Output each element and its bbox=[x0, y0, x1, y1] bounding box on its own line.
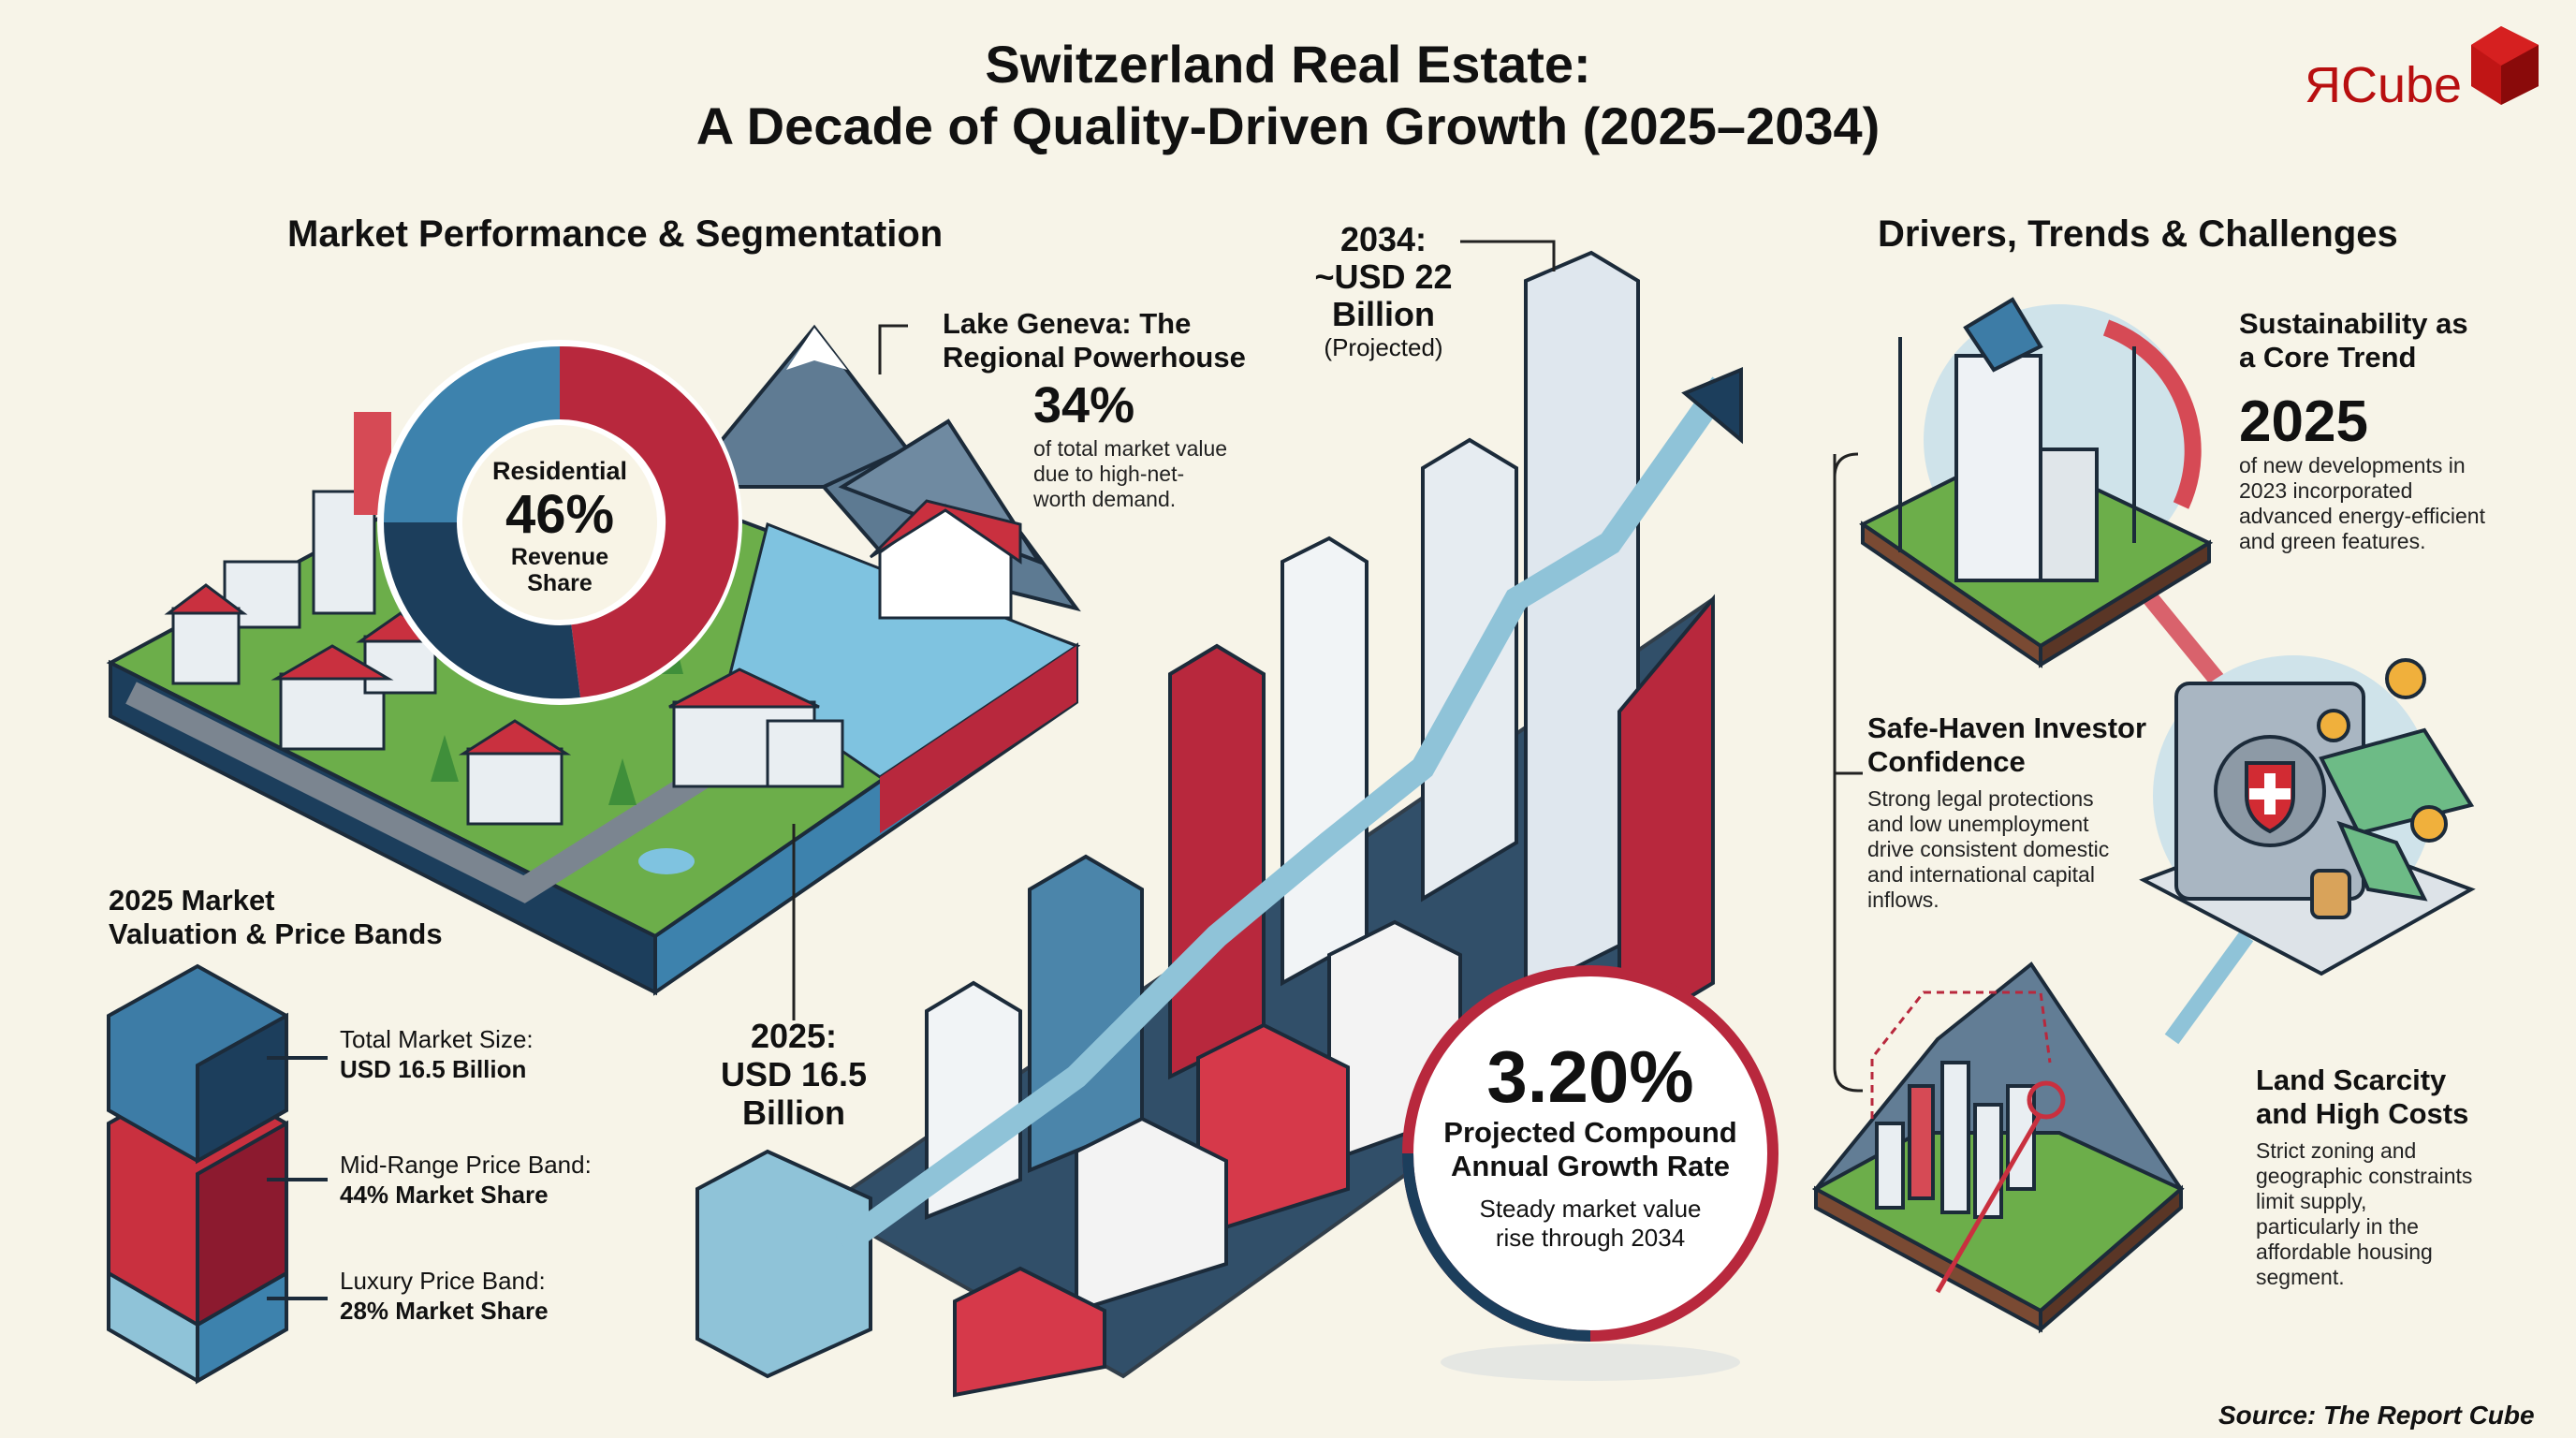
land-title-2: and High Costs bbox=[2256, 1097, 2469, 1130]
cagr-text: 3.20% Projected Compound Annual Growth R… bbox=[1427, 1037, 1754, 1253]
cagr-note-1: Steady market value bbox=[1479, 1195, 1702, 1223]
residential-share-donut bbox=[354, 340, 742, 705]
land-title-1: Land Scarcity bbox=[2256, 1064, 2447, 1096]
land-desc-5: affordable housing bbox=[2256, 1240, 2433, 1264]
sustainability-value: 2025 bbox=[2239, 389, 2368, 454]
start-value-callout: 2025: USD 16.5 Billion bbox=[691, 1017, 897, 1132]
land-desc-4: particularly in the bbox=[2256, 1214, 2419, 1239]
growth-city-illustration bbox=[695, 250, 1743, 1398]
sustainability-desc-3: advanced energy-efficient bbox=[2239, 504, 2485, 528]
safe-haven-desc-5: inflows. bbox=[1867, 888, 1939, 912]
safe-haven-desc-4: and international capital bbox=[1867, 862, 2095, 887]
end-value-callout: 2034: ~USD 22 Billion (Projected) bbox=[1281, 221, 1486, 362]
band-luxury: Luxury Price Band: 28% Market Share bbox=[340, 1266, 549, 1326]
land-scarcity-card: Land Scarcity and High Costs Strict zoni… bbox=[2256, 1064, 2472, 1290]
logo: ЯCube bbox=[2305, 57, 2463, 113]
band-total-label: Total Market Size: bbox=[340, 1025, 534, 1053]
safe-haven-title-1: Safe-Haven Investor bbox=[1867, 712, 2147, 744]
donut-label-bottom-1: Revenue bbox=[510, 544, 609, 570]
source-note: Source: The Report Cube bbox=[2218, 1401, 2535, 1430]
donut-segment-blue bbox=[384, 346, 560, 522]
cagr-note-2: rise through 2034 bbox=[1495, 1224, 1686, 1252]
band-total: Total Market Size: USD 16.5 Billion bbox=[340, 1024, 534, 1084]
price-band-cubes bbox=[107, 963, 328, 1385]
safe-vault-illustration bbox=[2139, 655, 2476, 976]
donut-segment-navy bbox=[383, 522, 580, 699]
lake-geneva-title-2: Regional Powerhouse bbox=[943, 341, 1246, 374]
safe-haven-desc-3: drive consistent domestic bbox=[1867, 837, 2110, 861]
green-building-illustration bbox=[1859, 297, 2214, 668]
cagr-label-1: Projected Compound bbox=[1443, 1116, 1737, 1149]
start-line-1: 2025: bbox=[750, 1017, 838, 1055]
lake-geneva-desc-1: of total market value bbox=[1033, 436, 1228, 461]
title-line-2: A Decade of Quality-Driven Growth (2025–… bbox=[695, 96, 1881, 155]
donut-label-bottom-2: Share bbox=[527, 570, 593, 596]
land-desc-6: segment. bbox=[2256, 1265, 2345, 1289]
donut-segment-red bbox=[560, 345, 739, 697]
lake-geneva-value: 34% bbox=[1033, 377, 1135, 433]
lake-geneva-desc-2: due to high-net- bbox=[1033, 462, 1185, 486]
sustainability-title-2: a Core Trend bbox=[2239, 341, 2417, 374]
cagr-value: 3.20% bbox=[1486, 1035, 1694, 1118]
start-line-2: USD 16.5 bbox=[720, 1055, 868, 1093]
sustainability-desc-2: 2023 incorporated bbox=[2239, 478, 2413, 503]
valuation-title-2: Valuation & Price Bands bbox=[109, 917, 443, 950]
start-line-3: Billion bbox=[742, 1093, 845, 1132]
valuation-title: 2025 Market Valuation & Price Bands bbox=[109, 884, 443, 951]
lake-geneva-title-1: Lake Geneva: The bbox=[943, 307, 1192, 340]
page-title: Switzerland Real Estate: A Decade of Qua… bbox=[0, 34, 2576, 157]
cagr-label-2: Annual Growth Rate bbox=[1451, 1150, 1730, 1182]
cagr-badge bbox=[1402, 965, 1778, 1381]
lake-geneva-callout: Lake Geneva: The Regional Powerhouse 34%… bbox=[943, 307, 1246, 512]
safe-haven-desc-1: Strong legal protections bbox=[1867, 786, 2094, 811]
band-luxury-label: Luxury Price Band: bbox=[340, 1267, 546, 1295]
valuation-title-1: 2025 Market bbox=[109, 884, 275, 917]
title-line-1: Switzerland Real Estate: bbox=[985, 35, 1591, 94]
sustainability-title-1: Sustainability as bbox=[2239, 307, 2468, 340]
end-note: (Projected) bbox=[1324, 333, 1443, 361]
sustainability-desc-4: and green features. bbox=[2239, 529, 2426, 553]
band-mid-value: 44% Market Share bbox=[340, 1181, 549, 1209]
end-line-2: ~USD 22 bbox=[1314, 257, 1453, 296]
logo-cube-icon bbox=[2471, 26, 2539, 105]
section-title-drivers: Drivers, Trends & Challenges bbox=[1878, 213, 2398, 255]
donut-label: Residential 46% Revenue Share bbox=[466, 457, 653, 596]
land-desc-3: limit supply, bbox=[2256, 1189, 2367, 1213]
land-desc-1: Strict zoning and bbox=[2256, 1138, 2417, 1163]
end-line-1: 2034: bbox=[1339, 220, 1427, 258]
sustainability-desc-1: of new developments in bbox=[2239, 453, 2466, 477]
safe-haven-title-2: Confidence bbox=[1867, 745, 2026, 778]
band-mid-range: Mid-Range Price Band: 44% Market Share bbox=[340, 1150, 592, 1210]
donut-label-top: Residential bbox=[491, 457, 628, 485]
sustainability-card: Sustainability as a Core Trend 2025 of n… bbox=[2239, 307, 2485, 554]
band-luxury-value: 28% Market Share bbox=[340, 1297, 549, 1325]
donut-value: 46% bbox=[505, 484, 615, 545]
mountain-city-illustration bbox=[1811, 961, 2185, 1334]
safe-haven-desc-2: and low unemployment bbox=[1867, 812, 2089, 836]
band-total-value: USD 16.5 Billion bbox=[340, 1055, 527, 1083]
end-line-3: Billion bbox=[1332, 295, 1435, 333]
land-desc-2: geographic constraints bbox=[2256, 1164, 2473, 1188]
band-mid-label: Mid-Range Price Band: bbox=[340, 1151, 592, 1179]
lake-geneva-desc-3: worth demand. bbox=[1033, 487, 1177, 511]
section-title-market: Market Performance & Segmentation bbox=[287, 213, 944, 255]
safe-haven-card: Safe-Haven Investor Confidence Strong le… bbox=[1867, 712, 2146, 913]
